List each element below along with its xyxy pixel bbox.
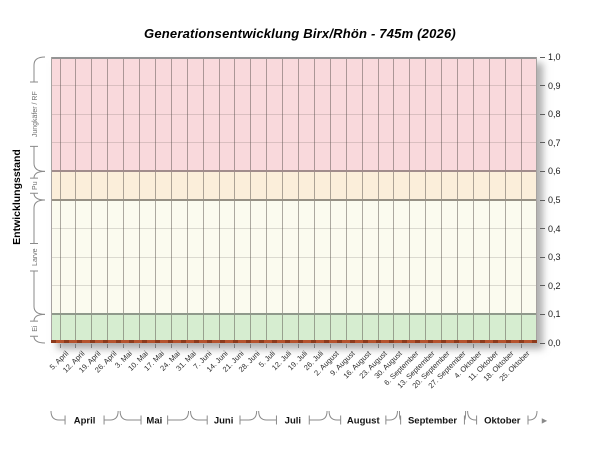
y-tick-mark [540,170,545,172]
development-series-line [51,340,537,343]
x-tick-mark [377,344,379,348]
x-tick-mark [298,344,300,348]
x-tick-mark [75,344,77,348]
zone-band-ei [51,314,537,343]
zone-bracket-larve [30,199,46,315]
y-tick-label: 0,2 [548,280,561,291]
month-bracket-oktober [467,410,538,425]
h-gridline [51,256,537,258]
y-tick-label: 0,8 [548,109,561,120]
y-tick-mark [540,56,545,58]
month-label-juni: Juni [214,416,234,427]
x-tick-mark [409,344,411,348]
x-tick-mark [250,344,252,348]
x-tick-mark [361,344,363,348]
zone-label-larve: Larve [32,248,39,266]
h-gridline [51,285,537,287]
chart-title: Generationsentwicklung Birx/Rhön - 745m … [144,26,456,41]
y-tick-mark [540,285,545,287]
y-tick-mark [540,85,545,87]
x-tick-mark [425,344,427,348]
plot-right-edge [536,57,537,343]
x-tick-mark [329,344,331,348]
x-tick-mark [313,344,315,348]
x-tick-mark [218,344,220,348]
y-tick-mark [540,199,545,201]
y-tick-label: 0,3 [548,252,561,263]
month-bracket-april [50,410,119,425]
y-tick-label: 0,4 [548,223,561,234]
month-label-juli: Juli [285,416,301,427]
x-tick-mark [91,344,93,348]
x-tick-mark [170,344,172,348]
month-label-april: April [74,416,96,427]
zone-boundary-line [51,57,537,59]
h-gridline [51,142,537,144]
zone-boundary-line [51,313,537,316]
month-bracket-september [398,410,467,425]
y-tick-label: 0,5 [548,195,561,205]
x-tick-mark [441,344,443,348]
y-tick-label: 0,0 [548,338,561,348]
x-tick-mark [488,344,490,348]
zone-bracket-ei [30,313,46,344]
y-tick-mark [540,313,545,315]
y-tick-mark [540,142,545,144]
y-tick-mark [540,113,545,115]
y-tick-mark [540,256,545,258]
continue-arrow-icon: ► [540,416,549,426]
x-tick-mark [345,344,347,348]
x-tick-mark [393,344,395,348]
x-tick-mark [186,344,188,348]
month-bracket-august [328,410,398,425]
zone-boundary-line [51,199,537,201]
zone-bracket-jungkafer-rf [30,56,46,172]
x-tick-mark [234,344,236,348]
x-tick-mark [59,344,61,348]
month-bracket-juni [190,410,258,425]
zone-band-larve [51,200,537,315]
x-tick-mark [282,344,284,348]
zone-bracket-pu [30,170,46,201]
zone-band-jungkafer-rf [51,57,537,172]
x-tick-mark [457,344,458,348]
x-tick-mark [154,344,156,348]
y-axis-title: Entwicklungsstand [11,149,23,245]
x-tick-mark [107,344,109,348]
y-tick-label: 0,6 [548,166,561,177]
y-tick-label: 1,0 [548,52,561,62]
month-bracket-mai [119,410,190,425]
x-tick-mark [139,344,141,348]
zone-boundary-line [51,170,537,173]
x-tick-mark [472,344,474,348]
h-gridline [51,85,537,87]
zone-label-jungkafer-rf: Jungkäfer / RF [32,91,39,137]
x-tick-mark [504,344,506,348]
month-label-oktober: Oktober [484,416,521,427]
plot-left-edge [51,57,52,343]
y-tick-label: 0,7 [548,137,561,148]
x-tick-mark [266,344,268,348]
plot-area [51,57,537,343]
x-tick-mark [202,344,204,348]
y-tick-label: 0,9 [548,80,561,91]
month-label-september: September [408,416,457,427]
month-label-mai: Mai [146,416,162,427]
zone-band-pu [51,171,537,200]
x-tick-mark [123,344,125,348]
y-tick-mark [540,342,545,344]
y-tick-mark [540,228,545,230]
x-tick-mark [520,344,522,348]
month-label-august: August [347,416,381,427]
h-gridline [51,113,537,115]
month-bracket-juli [258,410,328,425]
y-tick-label: 0,1 [548,309,561,320]
zone-label-ei: Ei [32,325,39,332]
h-gridline [51,228,537,230]
zone-label-pu: Pu [32,181,39,190]
